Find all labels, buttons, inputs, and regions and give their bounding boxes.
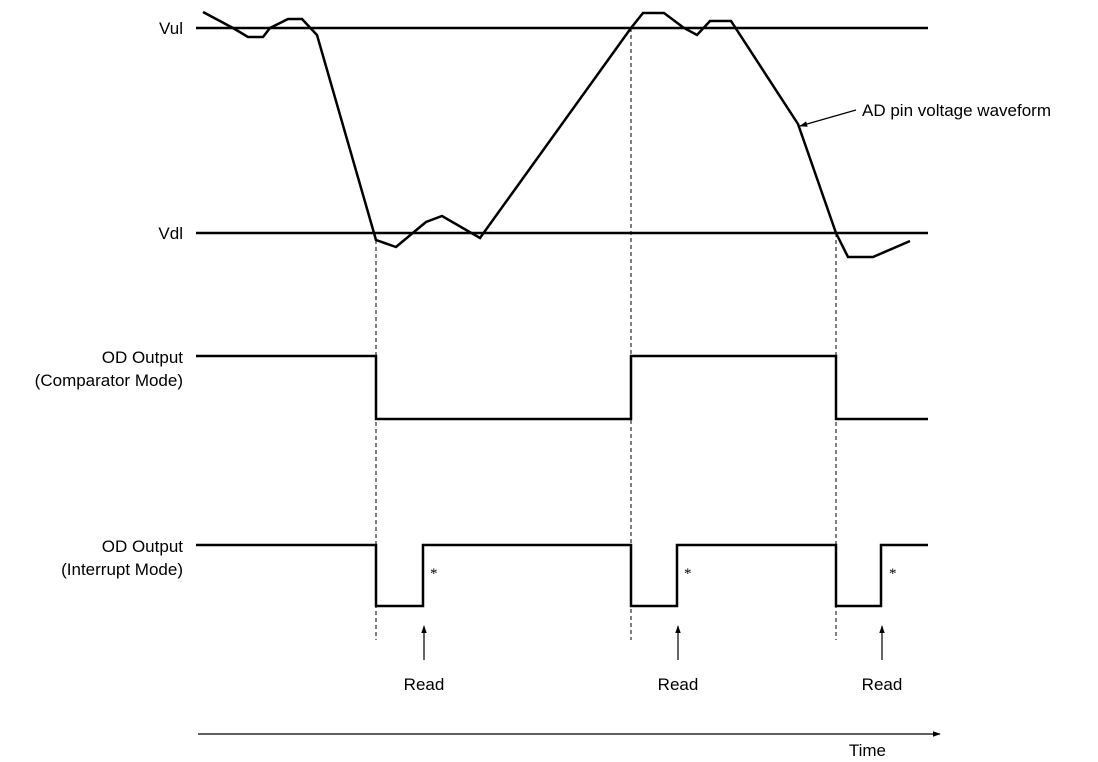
comparator-output-label-line1: OD Output [102,348,184,367]
ad-pin-voltage-waveform [202,10,911,259]
read-label-2: Read [658,675,699,694]
vul-label: Vul [159,19,183,38]
interrupt-output-label-line2: (Interrupt Mode) [61,560,183,579]
waveform-callout-arrow [799,109,857,127]
comparator-mode-output-waveform [196,354,928,421]
time-axis-label: Time [849,741,886,760]
vdl-label: Vdl [158,224,183,243]
interrupt-mode-output-waveform [196,543,928,608]
asterisk-2: * [684,566,692,582]
comparator-output-label-line2: (Comparator Mode) [35,371,183,390]
interrupt-output-label-line1: OD Output [102,537,184,556]
waveform-callout-label: AD pin voltage waveform [862,101,1051,120]
asterisk-3: * [889,566,897,582]
asterisk-1: * [430,566,438,582]
read-label-3: Read [862,675,903,694]
read-label-1: Read [404,675,445,694]
